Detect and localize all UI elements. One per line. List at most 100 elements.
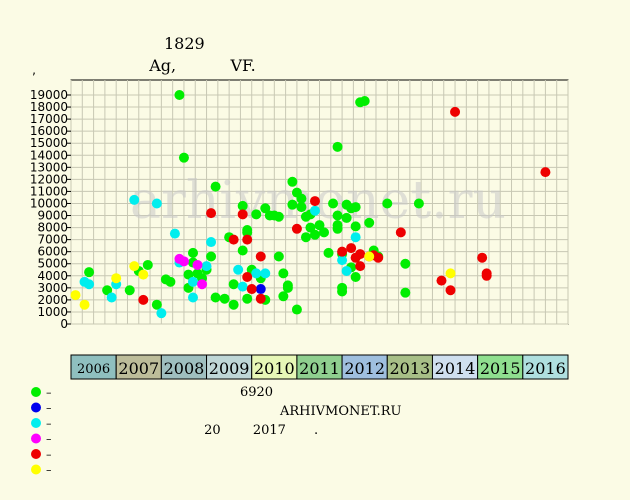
quarter-label: ﾠﾠ [501,328,512,346]
data-point [350,232,361,243]
y-tick-label: 9000 [37,209,68,223]
data-point [309,205,320,216]
data-point [219,293,230,304]
data-point [255,284,266,295]
data-point [373,252,384,263]
data-point [228,299,239,310]
quarter-label: ﾠﾠ [320,328,331,346]
legend-marker [31,449,41,459]
y-tick-label: 15000 [30,136,68,150]
data-point [237,281,248,292]
data-point [350,221,361,232]
data-point [355,261,366,272]
quarter-label: ﾠﾠ [557,328,568,346]
data-point [296,202,307,213]
quarter-label: ﾠﾠ [512,328,523,346]
quarter-label: ﾠﾠ [128,328,139,346]
year-label: 2006 [77,362,110,377]
plot-area: arhivmonet.ru 01000200030004000500060007… [30,79,569,331]
data-point [210,292,221,303]
quarter-label: ﾠﾠ [275,328,286,346]
quarter-label: ﾠﾠ [241,328,252,346]
data-point [400,287,411,298]
quarter-label: ﾠﾠ [309,328,320,346]
data-point [436,275,447,286]
quarter-label: ﾠﾠ [388,328,399,346]
y-tick-label: 3000 [37,281,68,295]
quarter-label: ﾠﾠ [399,328,410,346]
quarter-label: ﾠﾠ [286,328,297,346]
data-point [206,237,217,248]
data-point [102,285,113,296]
data-point [319,227,330,238]
data-point [242,293,253,304]
data-point [332,210,343,221]
legend-marker [31,402,41,413]
quarter-label: ﾠﾠ [94,328,105,346]
data-point [278,268,289,279]
data-point [70,290,81,301]
data-point [413,198,424,209]
data-point [84,279,95,290]
data-point [251,209,262,220]
data-point [197,279,208,290]
legend-marker [31,433,41,444]
data-point [359,96,370,107]
y-tick-label: 13000 [30,160,68,174]
data-point [178,256,189,267]
legend-label: – ﾠﾠﾠﾠﾠﾠ [46,448,116,461]
data-point [237,200,248,211]
data-point [178,152,189,163]
quarter-label: ﾠﾠ [298,328,309,346]
year-label: 2013 [390,359,431,378]
axis-unit-label: ﾠﾠ, ﾠﾠ [10,63,62,77]
quarter-label: ﾠﾠ [546,328,557,346]
quarter-label: ﾠﾠ [343,328,354,346]
data-point [395,227,406,238]
y-tick-label: 4000 [37,269,68,283]
quarter-label: ﾠﾠ [151,328,162,346]
data-points [70,90,551,319]
data-point [382,198,393,209]
quarter-label: ﾠﾠ [331,328,342,346]
data-point [323,247,334,258]
quarter-label: ﾠﾠ [354,328,365,346]
data-point [332,223,343,234]
legend-marker [31,418,41,428]
quarter-label: ﾠﾠ [377,328,388,346]
data-point [255,293,266,304]
year-band [70,354,117,380]
quarter-label: ﾠﾠ [252,328,263,346]
data-point [450,106,461,117]
year-label: 2008 [164,359,205,378]
data-point [251,268,262,279]
data-point [337,246,348,257]
y-tick-label: 10000 [30,196,68,210]
data-point [309,196,320,207]
y-tick-label: 11000 [30,184,68,198]
quarter-label: ﾠﾠ [230,328,241,346]
data-point [255,251,266,262]
data-point [187,292,198,303]
data-point [206,251,217,262]
data-point [445,268,456,279]
data-point [346,243,357,254]
data-point [142,259,153,270]
data-point [328,198,339,209]
quarter-label: ﾠﾠ [523,328,534,346]
year-band [160,354,208,380]
data-point [296,193,307,204]
quarter-label: ﾠﾠ [456,328,467,346]
year-band [522,354,569,380]
data-point [273,251,284,262]
quarter-label: ﾠﾠ [162,328,173,346]
year-band [115,354,162,380]
quarter-label: ﾠﾠ [478,328,489,346]
y-tick-label: 7000 [37,233,68,247]
data-point [79,299,90,310]
quarter-label: ﾠﾠ [117,328,128,346]
data-point [337,282,348,293]
year-band [206,354,253,380]
data-point [477,252,488,263]
